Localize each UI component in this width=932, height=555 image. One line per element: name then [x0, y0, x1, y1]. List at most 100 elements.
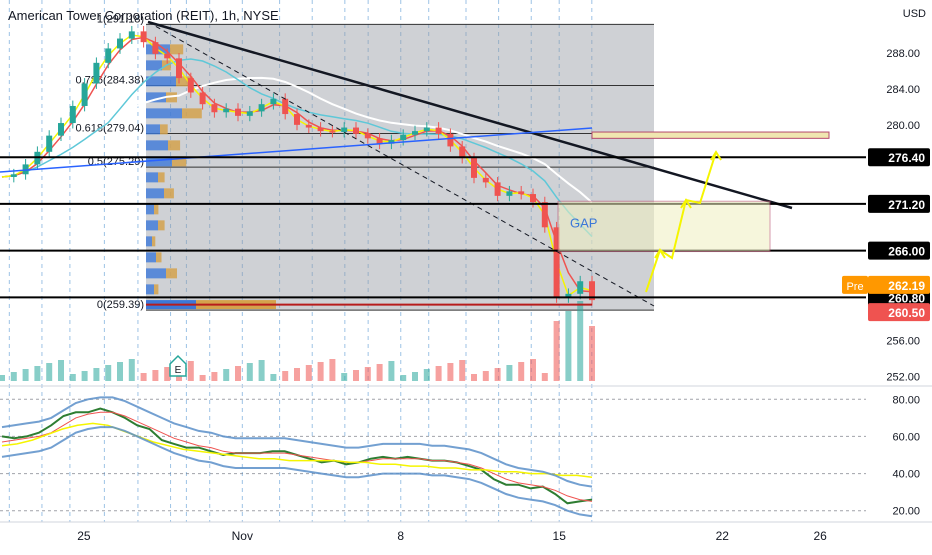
volume-profile-bar [146, 284, 154, 295]
volume-profile-bar [158, 172, 165, 183]
volume-bar [577, 301, 584, 381]
candle-body [246, 111, 253, 116]
earnings-marker [169, 354, 187, 377]
osc-lower-band [1, 426, 593, 518]
volume-bar [294, 368, 300, 381]
volume-bar [471, 374, 477, 381]
volume-profile-bar [166, 268, 177, 279]
volume-profile-bar [146, 124, 160, 135]
candle-body [541, 202, 548, 228]
candle-body [69, 105, 76, 124]
volume-profile-bar [146, 204, 154, 215]
volume-bar [506, 365, 513, 381]
level-badge-text: 276.40 [888, 151, 925, 165]
volume-bar [482, 371, 489, 381]
candle-body [577, 281, 584, 294]
pre-price-badge-text: 262.19 [888, 279, 925, 293]
osc-tick-label: 60.00 [892, 431, 920, 443]
candle-body [423, 127, 430, 132]
volume-profile-bar [154, 284, 159, 295]
candle-body [223, 108, 230, 113]
volume-bar [223, 369, 230, 381]
volume-profile-bar [182, 108, 202, 119]
candle-body [235, 108, 241, 116]
dashed-trend-line [147, 21, 655, 307]
candle-body [187, 78, 194, 93]
candle-body [553, 227, 560, 298]
projection-arrowhead [654, 248, 666, 259]
candle-body [199, 92, 206, 105]
volume-bar [364, 367, 371, 381]
volume-profile-bar [158, 220, 165, 231]
candle-body [494, 182, 501, 196]
volume-bar [246, 363, 253, 381]
volume-bar [412, 372, 418, 381]
candle-body [376, 138, 383, 144]
fib-level-label: 0.786(284.38) [76, 74, 145, 86]
last-price-badge-bg [868, 303, 930, 322]
volume-bar [518, 362, 525, 381]
candle-body [329, 131, 336, 133]
volume-profile-bar [176, 76, 193, 87]
osc-tick-label: 80.00 [892, 394, 920, 406]
volume-bar [140, 373, 147, 381]
volume-bar [164, 367, 171, 381]
level-badge-bg [868, 194, 930, 213]
pre-tag-bg [842, 275, 868, 294]
candle-body [93, 62, 100, 84]
volume-bar [553, 321, 560, 381]
candle-body [105, 48, 112, 63]
candle-body [282, 98, 289, 115]
time-tick-label: 22 [716, 529, 730, 543]
level-badge-bg [868, 241, 930, 260]
candle-body [482, 177, 489, 183]
osc-upper-band [1, 396, 593, 488]
volume-bar [270, 374, 277, 381]
candle-body [164, 53, 171, 59]
volume-bar [435, 366, 442, 381]
volume-bar [69, 374, 76, 381]
candle-body [81, 83, 88, 106]
volume-profile-bar [166, 92, 177, 103]
volume-profile-bar [146, 60, 162, 71]
candle-body [46, 135, 53, 152]
pre-price-badge-bg [868, 275, 930, 294]
volume-bar [10, 372, 17, 381]
volume-bar [423, 369, 430, 381]
candle-body [565, 293, 572, 298]
price-tick-label: 280.00 [886, 120, 920, 132]
gap-box [557, 200, 771, 253]
volume-profile-bar [146, 252, 156, 263]
volume-profile-bar [146, 108, 182, 119]
volume-bar [541, 373, 548, 381]
candle-body [471, 158, 477, 178]
currency-label: USD [902, 8, 926, 20]
candle-body [353, 127, 359, 134]
volume-bar [22, 369, 29, 381]
time-tick-label: 25 [77, 529, 91, 543]
candle-body [412, 131, 418, 135]
last-price-badge-text: 260.50 [888, 306, 925, 320]
volume-bar [58, 360, 64, 381]
time-tick-label: 15 [553, 529, 567, 543]
pre-tag-text: Pre [846, 281, 863, 293]
candle-body [435, 127, 442, 134]
gap-label: GAP [570, 215, 597, 230]
volume-bar [199, 375, 206, 381]
candle-body [506, 191, 513, 196]
volume-bar [258, 360, 265, 381]
level-badge-bg [868, 148, 930, 167]
projection-arrowhead [680, 198, 692, 209]
volume-bar [105, 365, 112, 381]
volume-profile-bar [146, 220, 158, 231]
candle-body [58, 123, 64, 136]
candle-body [128, 31, 135, 39]
osc-series-line [1, 411, 593, 502]
volume-bar [317, 362, 324, 381]
fib-level-label: 0(259.39) [97, 299, 144, 311]
candle-body [258, 104, 265, 112]
volume-bar [341, 373, 348, 381]
volume-bar [211, 372, 218, 381]
candle-body [447, 133, 454, 147]
